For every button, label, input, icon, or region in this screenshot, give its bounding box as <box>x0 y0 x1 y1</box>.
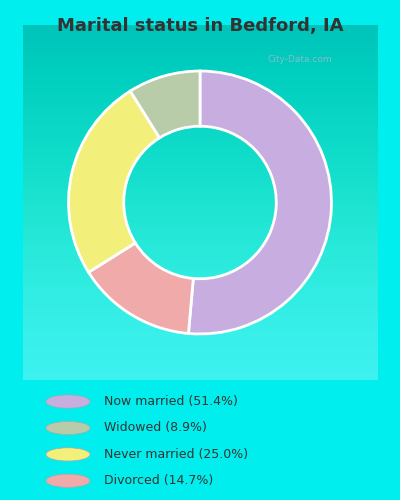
Wedge shape <box>130 71 200 138</box>
Text: Marital status in Bedford, IA: Marital status in Bedford, IA <box>57 16 343 34</box>
Circle shape <box>46 422 90 434</box>
Circle shape <box>46 474 90 488</box>
Wedge shape <box>188 71 332 334</box>
Circle shape <box>46 448 90 461</box>
Text: City-Data.com: City-Data.com <box>268 56 332 64</box>
Wedge shape <box>68 91 160 272</box>
Circle shape <box>46 395 90 408</box>
Wedge shape <box>88 243 193 334</box>
Text: Never married (25.0%): Never married (25.0%) <box>104 448 248 461</box>
Text: Divorced (14.7%): Divorced (14.7%) <box>104 474 213 488</box>
Text: Widowed (8.9%): Widowed (8.9%) <box>104 422 207 434</box>
Text: Now married (51.4%): Now married (51.4%) <box>104 395 238 408</box>
